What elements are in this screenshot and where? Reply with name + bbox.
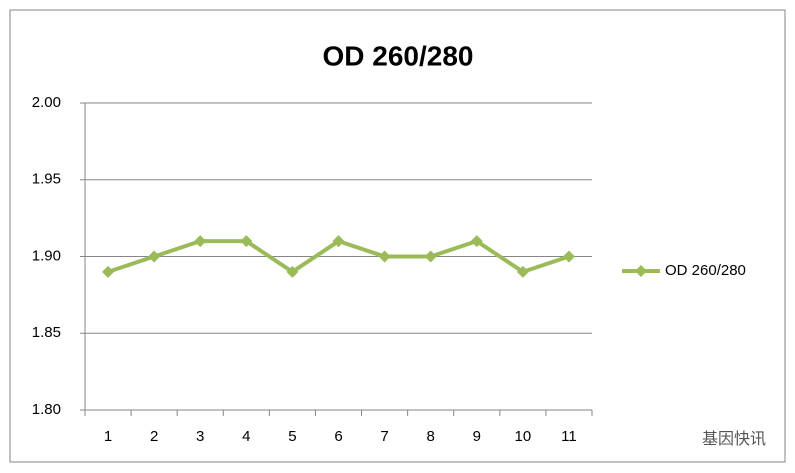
marker (562, 250, 575, 263)
x-tick-label: 11 (561, 428, 577, 445)
x-tick-label: 2 (150, 428, 158, 445)
chart-border (9, 9, 786, 463)
y-tick-label: 1.95 (32, 171, 61, 188)
marker (332, 235, 345, 248)
chart-title: OD 260/280 (323, 40, 474, 71)
y-tick-label: 2.00 (32, 94, 61, 111)
marker (286, 265, 299, 278)
marker (102, 265, 115, 278)
y-tick-label: 1.90 (32, 247, 61, 264)
marker (516, 265, 529, 278)
x-tick-label: 1 (104, 428, 112, 445)
marker (378, 250, 391, 263)
x-tick-label: 6 (334, 428, 342, 445)
marker (424, 250, 437, 263)
x-tick-label: 5 (288, 428, 296, 445)
legend-marker (635, 265, 647, 277)
marker (240, 235, 253, 248)
x-tick-label: 10 (515, 428, 532, 445)
x-tick-label: 3 (196, 428, 204, 445)
x-tick-label: 7 (380, 428, 388, 445)
watermark: 基因快讯 (702, 430, 766, 448)
legend-label: OD 260/280 (665, 262, 746, 279)
marker (148, 250, 161, 263)
x-tick-label: 4 (242, 428, 250, 445)
x-tick-label: 9 (473, 428, 481, 445)
x-tick-label: 8 (427, 428, 435, 445)
marker (470, 235, 483, 248)
y-tick-label: 1.80 (32, 401, 61, 418)
marker (194, 235, 207, 248)
y-tick-label: 1.85 (32, 324, 61, 341)
